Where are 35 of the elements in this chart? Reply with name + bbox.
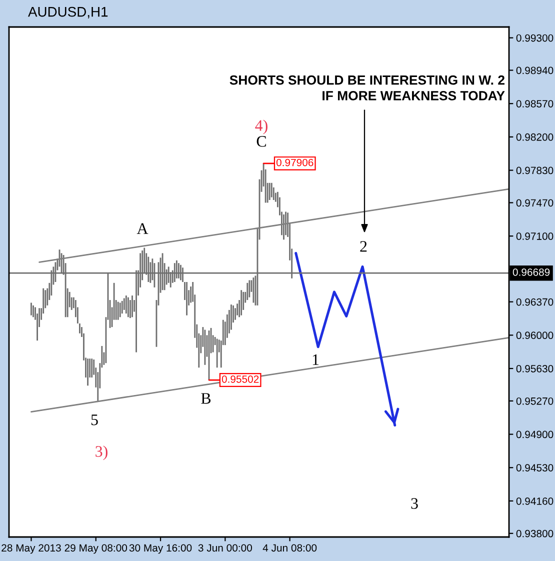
ref-line-label: 0.96689 [512, 268, 550, 276]
y-tick-label: 0.94160 [516, 497, 554, 505]
y-tick-label: 0.98940 [516, 66, 554, 74]
y-tick-label: 0.98200 [516, 133, 554, 141]
y-tick-label: 0.98570 [516, 100, 554, 108]
y-tick-label: 0.96370 [516, 298, 554, 306]
y-tick-label: 0.94530 [516, 464, 554, 472]
y-tick-label: 0.93800 [516, 530, 554, 538]
annotation: 0.97906 [276, 158, 314, 166]
y-tick-label: 0.95270 [516, 397, 554, 405]
annotation: 0.95502 [222, 375, 259, 383]
annotation: 1 [312, 354, 319, 365]
annotation: 2 [360, 241, 367, 252]
chart-title: AUDUSD,H1 [28, 6, 108, 18]
y-tick-label: 0.96000 [516, 332, 554, 340]
annotation: 3) [96, 446, 108, 460]
annotation: 4) [255, 120, 268, 134]
y-tick-label: 0.99300 [516, 34, 554, 42]
annotation: A [136, 223, 148, 234]
y-tick-label: 0.95630 [516, 365, 554, 372]
x-tick-label: 30 May 16:00 [129, 544, 192, 554]
annotation: B [201, 393, 211, 404]
annotation: C [256, 136, 266, 147]
annotation: SHORTS SHOULD BE INTERESTING IN W. 2 IF MORE WEAKNESS TODAY [230, 75, 505, 100]
annotation: 5 [91, 414, 98, 426]
y-tick-label: 0.97470 [516, 199, 554, 207]
line-series [294, 252, 396, 427]
x-tick-label: 3 Jun 00:00 [198, 544, 252, 552]
x-tick-label: 4 Jun 08:00 [262, 544, 317, 552]
y-tick-label: 0.97100 [516, 232, 554, 240]
annotation: 3 [411, 498, 418, 509]
y-tick-label: 0.94900 [516, 430, 554, 438]
x-tick-label: 29 May 08:00 [64, 544, 128, 554]
x-tick-label: 28 May 2013 [2, 544, 61, 554]
y-tick-label: 0.97830 [516, 166, 554, 174]
